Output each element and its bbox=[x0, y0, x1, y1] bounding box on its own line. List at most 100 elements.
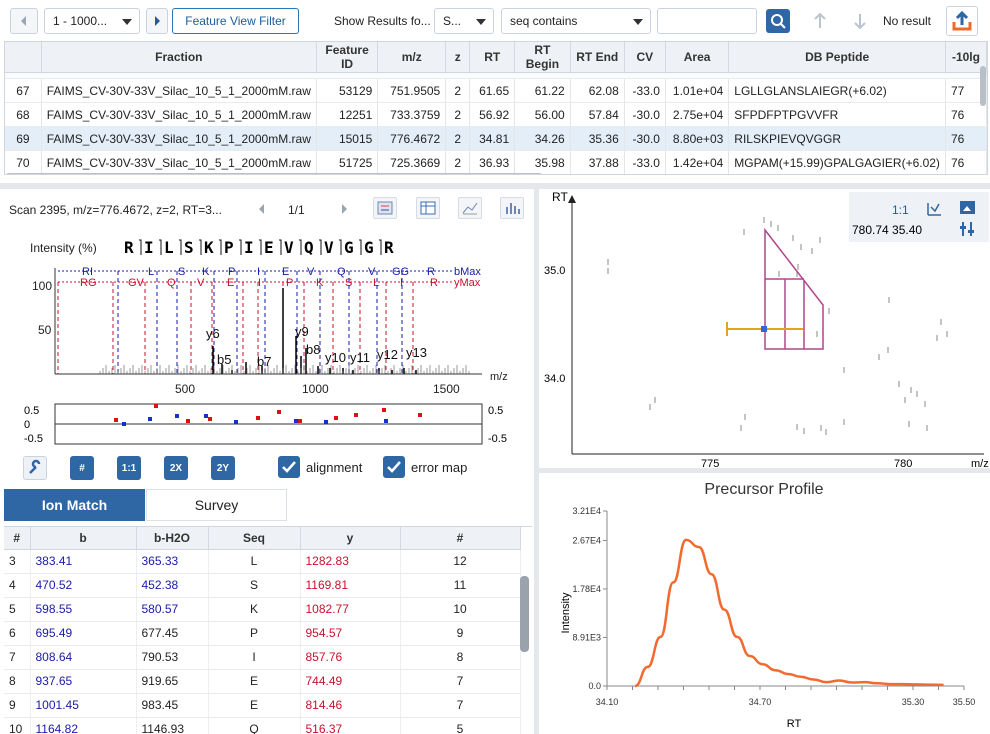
horizontal-scrollbar[interactable] bbox=[5, 173, 543, 174]
map-y-tick: 35.0 bbox=[544, 265, 565, 277]
alignment-checkbox[interactable] bbox=[278, 456, 300, 478]
result-status: No result bbox=[883, 14, 932, 28]
vertical-scrollbar[interactable] bbox=[980, 66, 986, 106]
column-header[interactable]: RT Begin bbox=[514, 42, 571, 73]
ion-row[interactable]: 9 1001.45 983.45 E 814.46 7 bbox=[4, 693, 521, 718]
ion-cell-n: 3 bbox=[4, 549, 31, 574]
cleavage-mark bbox=[219, 239, 222, 255]
column-header[interactable]: CV bbox=[624, 42, 666, 73]
table-row[interactable]: 70 FAIMS_CV-30V-33V_Silac_10_5_1_2000mM.… bbox=[5, 150, 987, 174]
ion-table-scrollbar[interactable] bbox=[520, 576, 529, 652]
ion-row[interactable]: 7 808.64 790.53 I 857.76 8 bbox=[4, 645, 521, 670]
column-header[interactable]: Area bbox=[665, 42, 730, 73]
table-row-selected[interactable]: 69 FAIMS_CV-30V-33V_Silac_10_5_1_2000mM.… bbox=[5, 126, 987, 151]
y-ion-label: L bbox=[373, 277, 379, 289]
map-axis-tool-icon[interactable] bbox=[927, 203, 941, 216]
column-header[interactable]: z bbox=[445, 42, 471, 73]
column-header[interactable]: # bbox=[4, 527, 31, 550]
table-view-icon[interactable] bbox=[416, 197, 440, 219]
row-index: 70 bbox=[5, 150, 42, 174]
cv-cell: -33.0 bbox=[624, 78, 666, 103]
peptide-fragment-icon[interactable] bbox=[373, 197, 397, 219]
sliders-icon[interactable] bbox=[960, 222, 974, 236]
ion-cell-y: 516.37 bbox=[300, 717, 401, 734]
ion-cell-bh: 677.45 bbox=[136, 621, 209, 646]
tab-ion-match[interactable]: Ion Match bbox=[4, 489, 145, 521]
ion-row[interactable]: 5 598.55 580.57 K 1082.77 10 bbox=[4, 597, 521, 622]
table-row[interactable]: 68 FAIMS_CV-30V-33V_Silac_10_5_1_2000mM.… bbox=[5, 102, 987, 127]
prev-page-button[interactable] bbox=[10, 8, 38, 34]
page-range-select[interactable]: 1 - 1000... bbox=[44, 8, 140, 34]
z-cell: 2 bbox=[445, 78, 471, 103]
b-ion-label: GG bbox=[392, 266, 409, 278]
column-header[interactable]: RT End bbox=[570, 42, 625, 73]
zoom-2y-button[interactable]: 2Y bbox=[211, 456, 235, 480]
image-export-icon[interactable] bbox=[960, 201, 975, 214]
ion-row[interactable]: 8 937.65 919.65 E 744.49 7 bbox=[4, 669, 521, 694]
column-header[interactable]: Seq bbox=[208, 527, 301, 550]
column-header[interactable]: RT bbox=[469, 42, 516, 73]
spectrum-next-button[interactable] bbox=[335, 199, 353, 219]
feature-id-cell: 12251 bbox=[316, 102, 379, 127]
column-header[interactable]: # bbox=[400, 527, 521, 550]
feature-map: RT 35.0 34.0 775 780 m/z 1:1 780.74 35.4… bbox=[544, 190, 989, 468]
map-coord: 780.74 35.40 bbox=[852, 223, 922, 237]
condition-select[interactable]: seq contains bbox=[501, 8, 651, 34]
ion-row[interactable]: 4 470.52 452.38 S 1169.81 11 bbox=[4, 573, 521, 598]
page-range-value: 1 - 1000... bbox=[53, 14, 108, 28]
ion-row[interactable]: 3 383.41 365.33 L 1282.83 12 bbox=[4, 549, 521, 574]
column-header[interactable]: y bbox=[300, 527, 401, 550]
rt-end-cell: 62.08 bbox=[570, 78, 625, 103]
cv-cell: -30.0 bbox=[624, 102, 666, 127]
hash-button[interactable]: # bbox=[70, 456, 94, 480]
check-icon bbox=[387, 461, 401, 473]
cleavage-mark bbox=[259, 239, 262, 255]
column-header[interactable] bbox=[5, 42, 42, 73]
search-button[interactable] bbox=[766, 9, 790, 33]
settings-button[interactable] bbox=[23, 456, 47, 480]
error-map-checkbox[interactable] bbox=[383, 456, 405, 478]
bar-chart-view-icon[interactable] bbox=[500, 197, 524, 219]
bar-chart-icon bbox=[506, 203, 520, 214]
chevron-right-icon bbox=[342, 204, 347, 214]
field-select[interactable]: S... bbox=[434, 8, 494, 34]
chevron-right-icon bbox=[155, 16, 160, 26]
ion-cell-n: 9 bbox=[4, 693, 31, 718]
table-row[interactable]: 67 FAIMS_CV-30V-33V_Silac_10_5_1_2000mM.… bbox=[5, 78, 987, 103]
feature-view-filter-button[interactable]: Feature View Filter bbox=[172, 8, 299, 34]
z-cell: 2 bbox=[445, 102, 471, 127]
fraction-cell: FAIMS_CV-30V-33V_Silac_10_5_1_2000mM.raw bbox=[41, 126, 317, 151]
ion-cell-seq: K bbox=[208, 597, 301, 622]
column-header[interactable]: Fraction bbox=[41, 42, 317, 73]
next-result-button[interactable] bbox=[848, 9, 872, 33]
precursor-marker bbox=[761, 326, 767, 332]
ion-cell-y: 1082.77 bbox=[300, 597, 401, 622]
search-input[interactable] bbox=[657, 8, 757, 34]
x-tick-label: 34.10 bbox=[596, 697, 619, 707]
error-point bbox=[294, 419, 298, 423]
column-header[interactable]: Feature ID bbox=[316, 42, 379, 73]
column-header[interactable]: b-H2O bbox=[136, 527, 209, 550]
condition-select-value: seq contains bbox=[510, 14, 578, 28]
sequence-letter: I bbox=[244, 238, 254, 257]
previous-result-button[interactable] bbox=[808, 9, 832, 33]
ion-cell-n: 4 bbox=[4, 573, 31, 598]
check-icon bbox=[282, 461, 296, 473]
ion-row[interactable]: 10 1164.82 1146.93 Q 516.37 5 bbox=[4, 717, 521, 734]
zoom-2x-button[interactable]: 2X bbox=[164, 456, 188, 480]
map-ratio[interactable]: 1:1 bbox=[892, 203, 909, 217]
ion-row[interactable]: 6 695.49 677.45 P 954.57 9 bbox=[4, 621, 521, 646]
export-button[interactable] bbox=[946, 6, 978, 36]
cleavage-mark bbox=[299, 239, 302, 255]
column-header[interactable]: DB Peptide bbox=[728, 42, 946, 73]
sequence-letter: E bbox=[264, 238, 274, 257]
next-page-button[interactable] bbox=[146, 8, 168, 34]
ratio-button[interactable]: 1:1 bbox=[117, 456, 141, 480]
spectrum-plot-icon[interactable] bbox=[458, 197, 482, 219]
y-tick-label: 100 bbox=[32, 279, 52, 293]
table-icon bbox=[420, 201, 436, 215]
spectrum-prev-button[interactable] bbox=[252, 199, 270, 219]
tab-survey[interactable]: Survey bbox=[146, 489, 287, 521]
column-header[interactable]: m/z bbox=[377, 42, 447, 73]
column-header[interactable]: b bbox=[30, 527, 137, 550]
